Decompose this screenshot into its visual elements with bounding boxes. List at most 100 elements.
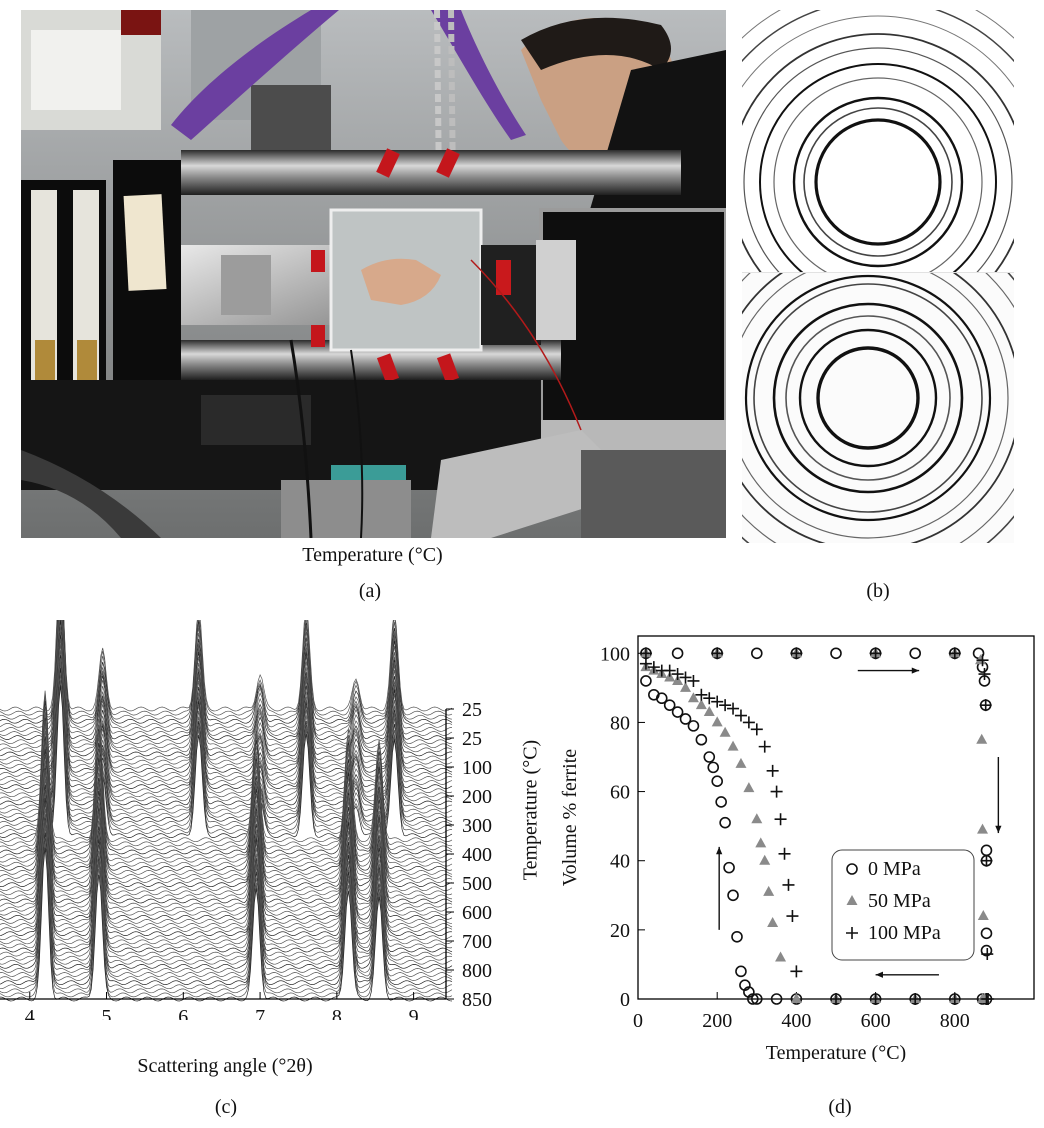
- waterfall-xlabel: Scattering angle (°2θ): [137, 1055, 313, 1077]
- trace-line: [0, 822, 453, 977]
- data-point: [687, 692, 699, 703]
- temperature-tick-label: 850: [462, 989, 492, 1011]
- data-point: [735, 757, 747, 768]
- data-point: [778, 847, 791, 860]
- temperature-tick-label: 300: [462, 815, 492, 837]
- data-point: [759, 854, 771, 865]
- data-point: [790, 993, 802, 1003]
- data-point: [727, 889, 739, 902]
- trace-line: [0, 797, 453, 953]
- chart-waterfall: 34567892525100200300400500600700800850: [0, 557, 520, 1028]
- legend: 0 MPa 50 MPa 100 MPa: [831, 849, 975, 961]
- data-point: [755, 837, 767, 848]
- data-point: [727, 702, 740, 715]
- data-point: [734, 709, 747, 722]
- x-tick-label: 200: [702, 1010, 732, 1032]
- data-point: [751, 813, 763, 824]
- data-point: [980, 854, 993, 867]
- trace-line: [0, 663, 453, 818]
- y-tick-label: 40: [610, 851, 630, 873]
- trace-line: [0, 773, 453, 928]
- trace-line: [0, 706, 453, 859]
- trace-line: [0, 717, 453, 871]
- data-point: [680, 681, 692, 692]
- trace-line: [0, 561, 453, 716]
- legend-label: 50 MPa: [868, 890, 931, 912]
- trace-line: [0, 635, 453, 789]
- data-point: [711, 647, 724, 660]
- trace-fill: [0, 847, 452, 1001]
- data-point: [869, 993, 882, 1005]
- temperature-tick-label: 500: [462, 873, 492, 895]
- y-tick-label: 100: [600, 643, 630, 665]
- annotation-arrow: [875, 971, 939, 978]
- x-tick-label: 0: [633, 1010, 643, 1032]
- data-point: [909, 993, 922, 1005]
- data-point: [742, 716, 755, 729]
- waterfall-ylabel: Temperature (°C): [519, 739, 542, 881]
- diffraction-pattern-bottom: [742, 272, 1014, 543]
- data-point: [786, 910, 799, 923]
- data-point: [707, 761, 720, 774]
- x-tick-label: 7: [255, 1006, 265, 1020]
- data-point: [763, 885, 775, 896]
- trace-line: [0, 760, 453, 912]
- data-point: [727, 740, 739, 751]
- data-point: [703, 751, 716, 763]
- trace-line: [0, 720, 453, 875]
- trace-line: [0, 784, 453, 936]
- data-point: [948, 993, 961, 1005]
- data-point: [743, 782, 755, 793]
- data-point: [703, 692, 716, 705]
- x-tick-label: 400: [781, 1010, 811, 1032]
- arrow-head: [716, 846, 723, 855]
- trace-line: [0, 820, 453, 973]
- temperature-tick-label: 100: [462, 757, 492, 779]
- data-point: [846, 863, 858, 875]
- data-point: [977, 910, 989, 921]
- trace-line: [0, 838, 453, 990]
- annotation-arrow: [995, 757, 1002, 834]
- data-point: [695, 699, 707, 710]
- trace-line: [0, 736, 453, 887]
- data-point: [770, 993, 783, 1005]
- data-point: [790, 647, 803, 660]
- data-point: [766, 764, 779, 777]
- data-point: [846, 895, 858, 905]
- data-point: [948, 647, 961, 660]
- trace-line: [0, 789, 453, 941]
- data-point: [982, 993, 995, 1005]
- data-point: [774, 813, 787, 826]
- data-point: [731, 930, 743, 943]
- data-point: [639, 657, 652, 670]
- panel-label-d: (d): [828, 1096, 852, 1118]
- y-tick-label: 20: [610, 920, 630, 942]
- y-axis-label: Volume % ferrite: [559, 749, 581, 886]
- x-tick-label: 9: [409, 1006, 419, 1020]
- data-point: [695, 688, 708, 701]
- temperature-tick-label: 700: [462, 931, 492, 953]
- photo-caption-text: Temperature (°C): [302, 544, 443, 566]
- data-point: [976, 733, 988, 744]
- panel-label-c: (c): [214, 1096, 238, 1118]
- trace-line: [0, 817, 453, 969]
- data-point: [782, 878, 795, 891]
- trace-line: [0, 754, 453, 908]
- trace-line: [0, 792, 453, 945]
- data-point: [671, 706, 684, 718]
- data-point: [687, 720, 700, 732]
- data-point: [687, 674, 700, 687]
- photo-diffractometer: [21, 10, 726, 538]
- temperature-tick-label: 600: [462, 902, 492, 924]
- chart-ferrite: 0 200 400 600 800 0 20 40 60 80 100 Temperature (°C…: [552, 622, 1044, 1064]
- data-point: [775, 951, 787, 962]
- trace-line: [0, 692, 453, 847]
- data-point: [976, 654, 989, 667]
- data-point: [679, 713, 692, 725]
- annotation-arrow: [857, 667, 920, 674]
- data-point: [770, 785, 783, 798]
- data-point: [978, 668, 991, 681]
- y-tick-label: 60: [610, 782, 630, 804]
- x-tick-label: 800: [940, 1010, 970, 1032]
- y-tick-label: 80: [610, 712, 630, 734]
